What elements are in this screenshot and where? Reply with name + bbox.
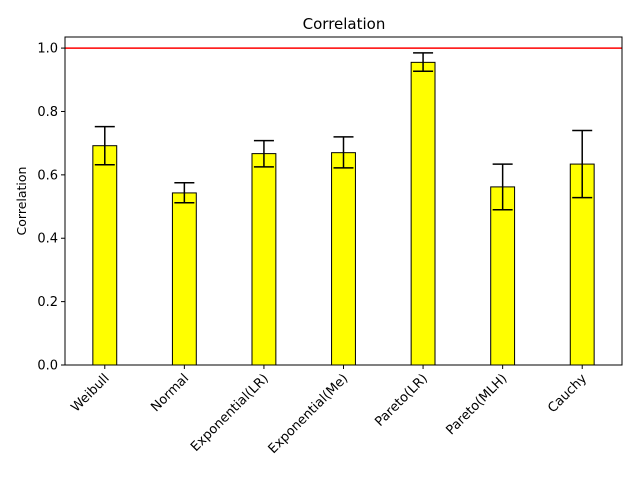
x-tick-label: Cauchy [545, 371, 590, 416]
x-tick-label: Weibull [68, 371, 112, 415]
x-tick-label: Normal [148, 371, 192, 415]
chart-title: Correlation [303, 15, 386, 33]
bar [171, 192, 197, 366]
bar [331, 152, 356, 366]
x-tick-label: Exponential(LR) [188, 371, 272, 455]
y-tick-label: 0.6 [37, 168, 58, 183]
bar [251, 153, 277, 366]
bar [490, 186, 516, 366]
x-tick-label: Pareto(MLH) [443, 371, 510, 438]
x-tick-label: Pareto(LR) [372, 371, 431, 430]
bar [92, 145, 118, 366]
y-tick-label: 0.0 [37, 359, 58, 374]
y-tick-label: 0.8 [37, 105, 58, 120]
y-axis-label: Correlation [14, 167, 29, 236]
y-tick-label: 0.4 [37, 232, 58, 247]
bar [410, 61, 436, 366]
y-tick-label: 1.0 [37, 42, 58, 57]
y-tick-label: 0.2 [37, 295, 58, 310]
x-tick-label: Exponential(Me) [266, 371, 352, 457]
